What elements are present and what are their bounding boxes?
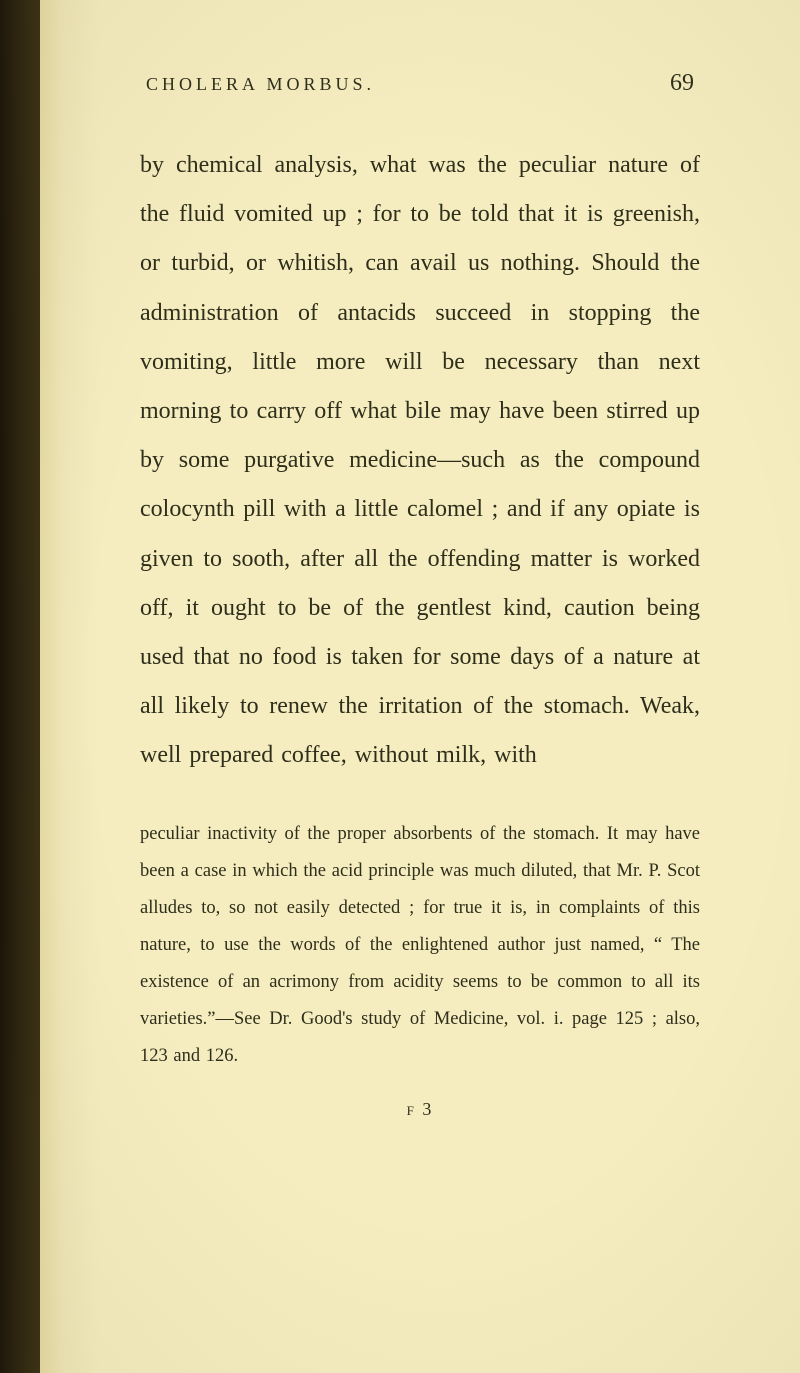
body-text: by chemical analysis, what was the pecul… — [140, 141, 700, 780]
body-paragraph: by chemical analysis, what was the pecul… — [140, 152, 700, 768]
running-title: CHOLERA MORBUS. — [146, 74, 375, 95]
page-number: 69 — [670, 70, 694, 97]
page: CHOLERA MORBUS. 69 by chemical analysis,… — [0, 0, 800, 1373]
footnote: peculiar inactivity of the proper absorb… — [140, 816, 700, 1075]
footnote-text: peculiar inactivity of the proper absorb… — [140, 824, 700, 1066]
signature-mark: f 3 — [140, 1099, 700, 1120]
running-header: CHOLERA MORBUS. 69 — [140, 70, 700, 97]
